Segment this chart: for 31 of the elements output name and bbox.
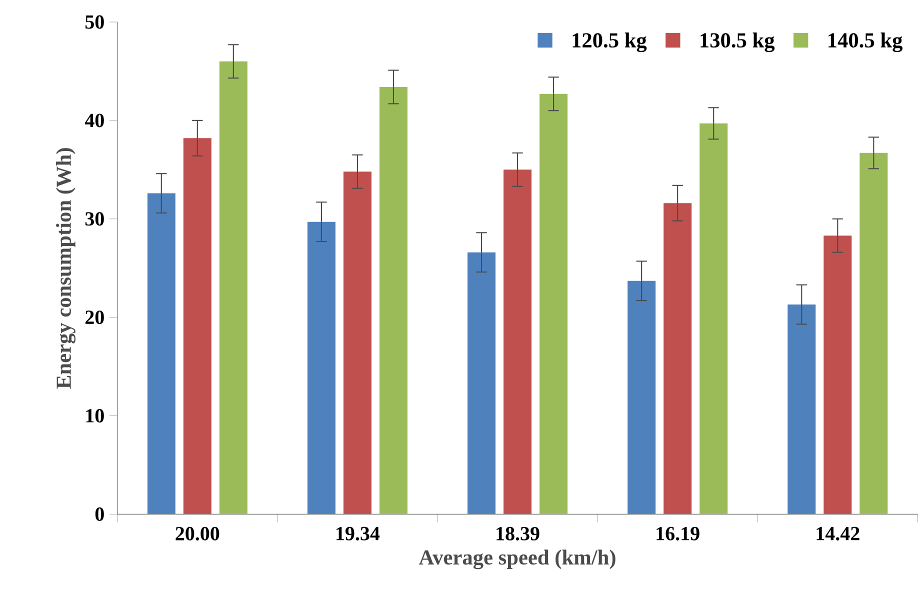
bar: [860, 152, 888, 514]
x-tick-label: 18.39: [496, 526, 540, 540]
legend-label: 140.5 kg: [828, 32, 903, 52]
y-axis-title: Energy consumption (Wh): [56, 148, 76, 389]
bar: [219, 61, 248, 514]
legend-label: 120.5 kg: [572, 32, 647, 52]
bar: [788, 304, 816, 514]
y-tick-label: 50: [85, 15, 104, 29]
x-tick-label: 14.42: [816, 526, 860, 540]
bar: [540, 94, 568, 514]
y-tick-label: 40: [84, 114, 104, 128]
bar: [307, 222, 336, 514]
x-axis-title: Average speed (km/h): [418, 550, 616, 570]
bar: [628, 280, 656, 514]
bar: [504, 170, 532, 514]
y-tick-label: 20: [85, 310, 104, 324]
legend-label: 130.5 kg: [700, 32, 775, 52]
bar: [468, 252, 496, 514]
bar: [700, 123, 728, 514]
x-tick-label: 16.19: [656, 526, 700, 540]
bar: [183, 138, 212, 514]
bar: [379, 86, 408, 514]
bar: [147, 193, 176, 514]
bar: [343, 172, 372, 514]
y-tick-label: 30: [85, 212, 104, 226]
x-tick-label: 20.00: [176, 526, 220, 540]
bar: [824, 236, 852, 514]
y-tick-label: 10: [86, 408, 104, 422]
y-tick-label: 0: [95, 507, 104, 521]
x-tick-label: 19.34: [336, 526, 380, 540]
bar: [664, 203, 692, 514]
